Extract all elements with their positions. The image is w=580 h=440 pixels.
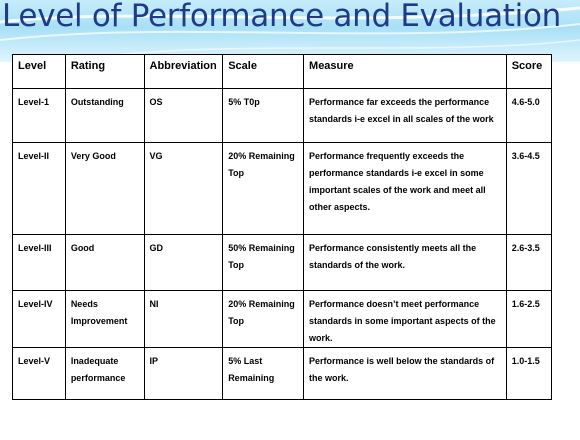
cell-score: 3.6-4.5 bbox=[505, 142, 553, 235]
cell-abbreviation: NI bbox=[143, 290, 224, 348]
cell-rating: Good bbox=[64, 234, 145, 291]
cell-measure: Performance frequently exceeds the perfo… bbox=[303, 142, 507, 235]
header-scale: Scale bbox=[222, 54, 305, 89]
cell-scale: 5% Last Remaining bbox=[222, 347, 305, 400]
table-row: Level-1 Outstanding OS 5% T0p Performanc… bbox=[12, 88, 553, 143]
cell-rating: Outstanding bbox=[64, 88, 145, 143]
table-row: Level-V Inadequate performance IP 5% Las… bbox=[12, 347, 553, 400]
slide-title: Level of Performance and Evaluation bbox=[2, 0, 561, 34]
cell-scale: 5% T0p bbox=[222, 88, 305, 143]
cell-scale: 20% Remaining Top bbox=[222, 142, 305, 235]
cell-level: Level-V bbox=[12, 347, 66, 400]
cell-abbreviation: VG bbox=[143, 142, 224, 235]
table-row: Level-II Very Good VG 20% Remaining Top … bbox=[12, 142, 553, 235]
table-row: Level-III Good GD 50% Remaining Top Perf… bbox=[12, 234, 553, 291]
cell-score: 1.6-2.5 bbox=[505, 290, 553, 348]
performance-table: Level Rating Abbreviation Scale Measure … bbox=[12, 54, 553, 400]
cell-measure: Performance consistently meets all the s… bbox=[303, 234, 507, 291]
cell-rating: Very Good bbox=[64, 142, 145, 235]
cell-score: 4.6-5.0 bbox=[505, 88, 553, 143]
header-rating: Rating bbox=[64, 54, 145, 89]
header-level: Level bbox=[12, 54, 66, 89]
table-row: Level-IV Needs Improvement NI 20% Remain… bbox=[12, 290, 553, 348]
header-score: Score bbox=[505, 54, 553, 89]
cell-level: Level-III bbox=[12, 234, 66, 291]
cell-measure: Performance far exceeds the performance … bbox=[303, 88, 507, 143]
cell-abbreviation: GD bbox=[143, 234, 224, 291]
header-swoosh bbox=[0, 6, 580, 62]
header-measure: Measure bbox=[303, 54, 507, 89]
cell-score: 2.6-3.5 bbox=[505, 234, 553, 291]
table-header-row: Level Rating Abbreviation Scale Measure … bbox=[12, 54, 553, 89]
cell-level: Level-1 bbox=[12, 88, 66, 143]
cell-score: 1.0-1.5 bbox=[505, 347, 553, 400]
cell-rating: Needs Improvement bbox=[64, 290, 145, 348]
header-abbreviation: Abbreviation bbox=[143, 54, 224, 89]
cell-level: Level-IV bbox=[12, 290, 66, 348]
cell-scale: 50% Remaining Top bbox=[222, 234, 305, 291]
cell-abbreviation: OS bbox=[143, 88, 224, 143]
cell-level: Level-II bbox=[12, 142, 66, 235]
cell-scale: 20% Remaining Top bbox=[222, 290, 305, 348]
cell-measure: Performance doesn’t meet performance sta… bbox=[303, 290, 507, 348]
cell-measure: Performance is well below the standards … bbox=[303, 347, 507, 400]
cell-abbreviation: IP bbox=[143, 347, 224, 400]
cell-rating: Inadequate performance bbox=[64, 347, 145, 400]
